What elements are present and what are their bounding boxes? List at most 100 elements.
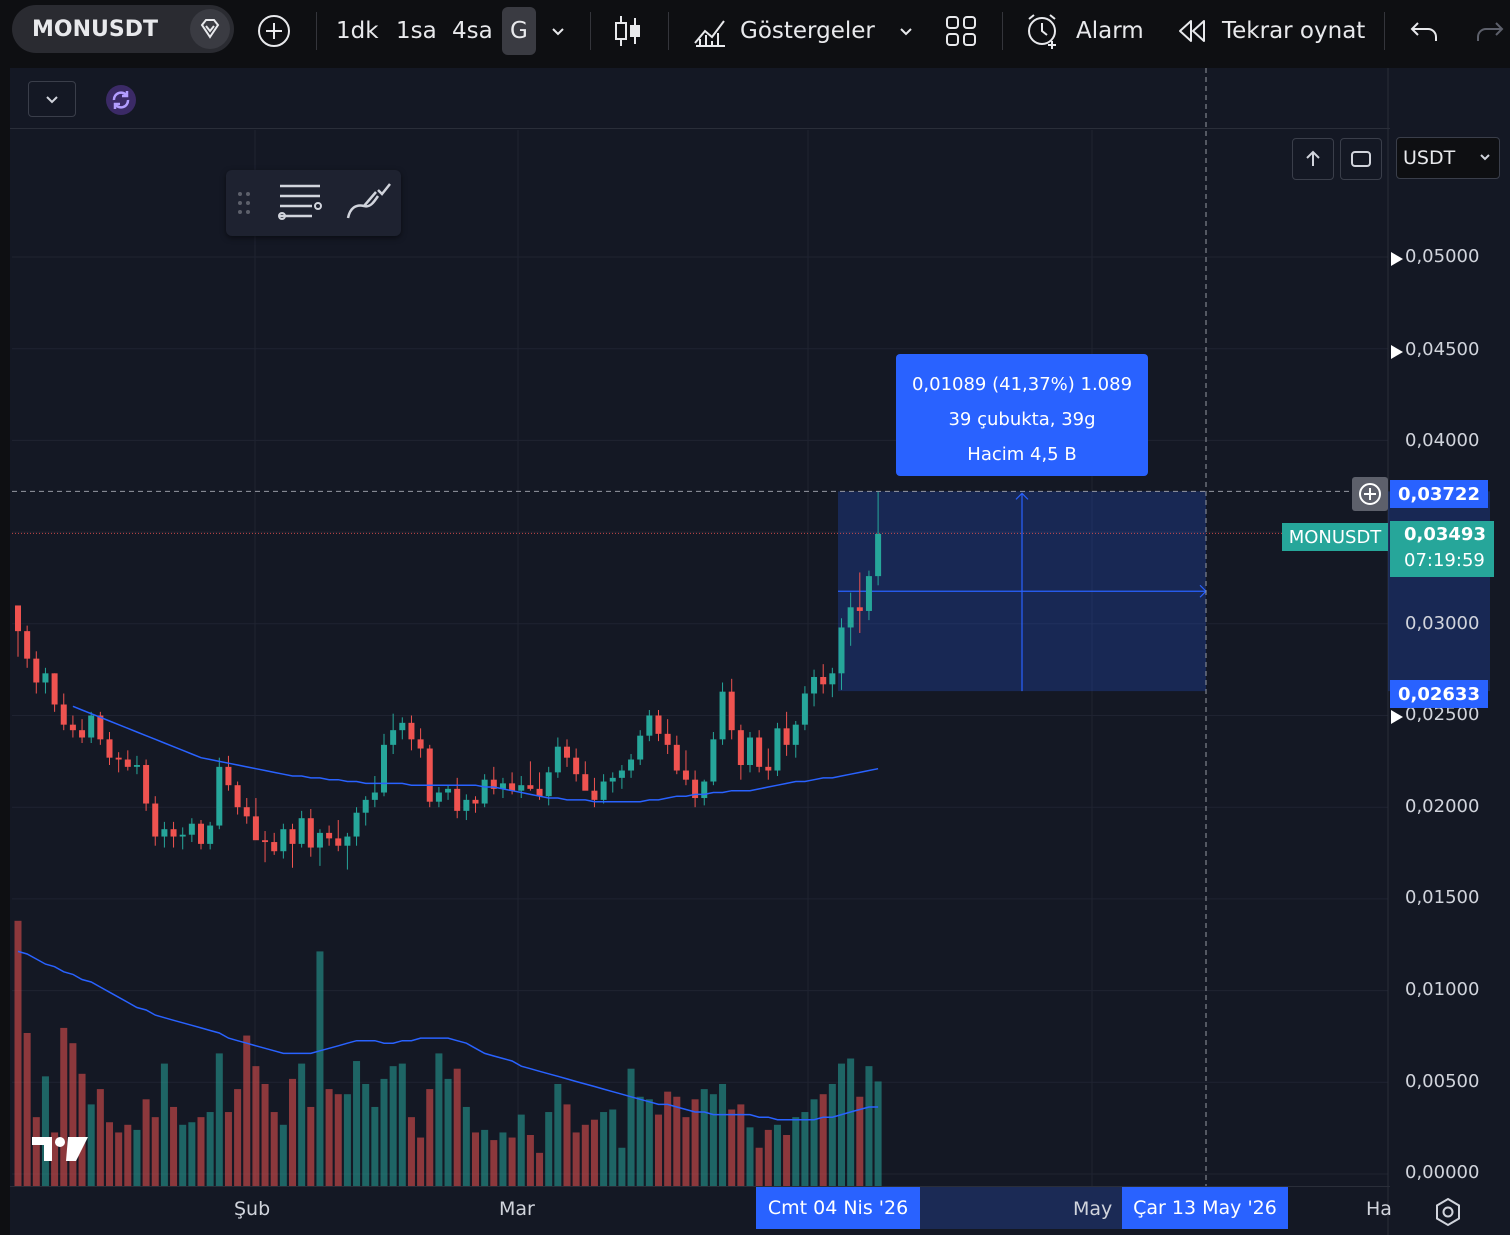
candles [15, 491, 882, 870]
volume-bar [554, 1084, 562, 1186]
volume-bar [490, 1140, 498, 1186]
interval-1h[interactable]: 1sa [396, 18, 437, 44]
candle-body [198, 823, 204, 844]
candle-body [518, 785, 525, 791]
candle-body [179, 834, 186, 837]
chevron-down-icon [46, 96, 58, 104]
volume-bar [316, 951, 324, 1186]
symbol-price-tag: MONUSDT [1282, 523, 1388, 551]
candle-body [490, 779, 497, 789]
candle-body [582, 774, 589, 791]
time-axis-label: May [1073, 1198, 1113, 1220]
interval-1d-active[interactable]: G [502, 7, 536, 55]
volume-bar [398, 1063, 406, 1186]
candle-body [381, 744, 387, 793]
volume-bar [453, 1068, 461, 1186]
volume-bar [188, 1122, 196, 1186]
candle-body [719, 691, 726, 740]
volume-bar [325, 1089, 333, 1186]
time-axis-label: Ha [1366, 1198, 1392, 1220]
add-symbol-button[interactable] [256, 0, 292, 62]
price-axis-label: 0,05000 [1405, 246, 1480, 267]
measure-bars-text: 39 çubukta, 39g [948, 409, 1096, 430]
toolbar-divider [590, 12, 591, 50]
measure-arrowhead [1015, 492, 1029, 500]
indicators-dropdown-button[interactable] [896, 0, 916, 62]
volume-bar [810, 1099, 818, 1186]
volume-bar [673, 1096, 681, 1186]
volume-bar [828, 1084, 836, 1186]
candle-body [362, 799, 369, 813]
candle-body [682, 770, 689, 780]
volume-bar [151, 1117, 159, 1186]
fullscreen-button[interactable] [1340, 138, 1382, 180]
time-range-highlight [920, 1187, 1122, 1229]
volume-bar [69, 1043, 77, 1186]
candle-body [481, 779, 488, 804]
add-alert-crosshair-button[interactable] [1352, 477, 1388, 511]
volume-bar [600, 1112, 608, 1186]
volume-bar [96, 1089, 104, 1186]
object-tree-icon[interactable] [276, 182, 324, 224]
undo-button[interactable] [1408, 0, 1440, 62]
volume-bar [773, 1124, 781, 1186]
redo-icon [1477, 22, 1504, 41]
grid-layout-icon [946, 16, 976, 46]
volume-bar [380, 1078, 388, 1186]
price-axis-label: 0,00000 [1405, 1162, 1480, 1183]
volume-bar [234, 1089, 242, 1186]
interval-dropdown-button[interactable] [548, 0, 568, 62]
fullscreen-icon [1351, 151, 1371, 167]
tradingview-logo[interactable] [30, 1133, 90, 1165]
candle-body [536, 788, 543, 797]
candle-body [326, 832, 333, 839]
price-axis-label: 0,04000 [1405, 430, 1480, 451]
candle-body [271, 842, 278, 852]
drag-handle-icon[interactable] [236, 190, 252, 216]
volume-bar [133, 1129, 141, 1186]
volume-bar [462, 1106, 470, 1186]
toolbar-divider [1002, 12, 1003, 50]
symbol-search-button[interactable]: MONUSDT [12, 5, 234, 53]
candle-body [115, 757, 122, 760]
volume-bar [170, 1106, 178, 1186]
volume-bar [691, 1099, 699, 1186]
chart-type-button[interactable] [612, 0, 644, 62]
volume-bar [41, 1076, 49, 1186]
volume-bar [371, 1106, 379, 1186]
refresh-button[interactable] [106, 85, 136, 115]
currency-select[interactable]: USDT [1396, 137, 1500, 179]
candle-body [618, 770, 625, 778]
indicators-button[interactable]: Göstergeler [692, 0, 875, 62]
time-axis-border [10, 1186, 1390, 1187]
candle-body [207, 825, 214, 844]
plus-circle-icon [1359, 483, 1381, 505]
interval-4h[interactable]: 4sa [452, 18, 493, 44]
plus-circle-icon [258, 15, 290, 47]
layouts-button[interactable] [944, 0, 978, 62]
replay-button[interactable]: Tekrar oynat [1176, 0, 1365, 62]
moving-average-lines [17, 705, 879, 1121]
currency-value: USDT [1403, 147, 1456, 169]
brush-check-icon[interactable] [344, 182, 392, 224]
volume-bar [160, 1063, 168, 1186]
redo-button[interactable] [1474, 0, 1506, 62]
indicators-label: Göstergeler [740, 18, 875, 44]
diamond-icon[interactable] [190, 9, 230, 49]
time-axis-label: Mar [499, 1198, 535, 1220]
volume-bar [298, 1063, 306, 1186]
interval-1m[interactable]: 1dk [336, 18, 379, 44]
collapse-legend-button[interactable] [28, 81, 76, 117]
candle-body [783, 728, 790, 745]
volume-bar [664, 1091, 672, 1186]
alarm-button[interactable]: Alarm [1024, 0, 1144, 62]
chart-container[interactable] [10, 68, 1510, 1235]
candle-body [564, 746, 570, 758]
scroll-up-button[interactable] [1292, 138, 1334, 180]
settings-button[interactable] [1432, 1196, 1464, 1232]
measure-low-price-tag: 0,02633 [1390, 680, 1488, 708]
candle-body [637, 735, 644, 760]
volume-bar [206, 1112, 214, 1186]
candle-body [60, 704, 67, 725]
